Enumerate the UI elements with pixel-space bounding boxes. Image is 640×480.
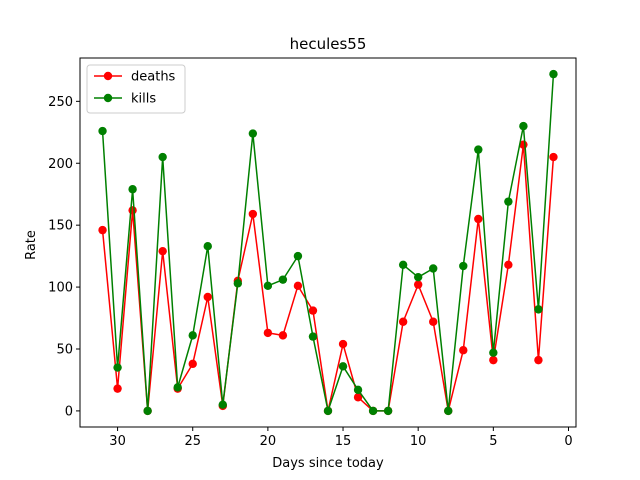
- x-tick-label: 15: [335, 434, 352, 449]
- x-axis: 30 25 20 15 10 5 0: [109, 427, 573, 449]
- data-point-kills: [459, 261, 468, 271]
- legend-label: kills: [131, 92, 156, 107]
- y-tick-label: 150: [48, 219, 73, 234]
- data-point-deaths: [338, 339, 348, 349]
- data-point-deaths: [278, 331, 288, 340]
- series-line-kills: [101, 74, 555, 412]
- data-point-deaths: [158, 246, 167, 256]
- data-point-deaths: [489, 355, 498, 365]
- data-point-kills: [113, 363, 122, 372]
- data-point-kills: [143, 406, 152, 416]
- y-tick-label: 50: [56, 342, 73, 357]
- series-layer: [98, 69, 558, 416]
- data-point-deaths: [263, 328, 273, 338]
- y-tick-label: 0: [65, 404, 73, 419]
- data-point-kills: [233, 279, 243, 288]
- data-point-kills: [98, 126, 107, 136]
- data-point-kills: [158, 152, 167, 162]
- data-point-deaths: [413, 280, 423, 289]
- data-point-kills: [413, 272, 423, 282]
- y-tick-label: 200: [48, 157, 73, 172]
- data-point-kills: [429, 264, 438, 273]
- data-point-deaths: [98, 225, 107, 235]
- data-point-deaths: [429, 317, 438, 326]
- data-point-kills: [248, 129, 258, 138]
- data-point-kills: [338, 362, 348, 371]
- data-point-kills: [519, 121, 528, 131]
- data-point-deaths: [308, 306, 318, 315]
- data-point-deaths: [504, 260, 513, 269]
- data-point-kills: [323, 406, 333, 416]
- x-tick-label: 20: [260, 434, 277, 449]
- x-tick-label: 5: [489, 434, 497, 449]
- legend-label: deaths: [131, 70, 176, 85]
- x-axis-label: Days since today: [272, 456, 384, 471]
- legend-marker: [103, 71, 113, 81]
- data-point-deaths: [248, 209, 258, 219]
- data-point-kills: [534, 305, 543, 314]
- data-point-kills: [353, 385, 363, 395]
- data-point-kills: [188, 331, 197, 340]
- data-point-kills: [549, 69, 558, 79]
- data-point-deaths: [293, 281, 303, 291]
- data-point-deaths: [459, 346, 468, 355]
- series-kills: [98, 69, 558, 416]
- data-point-kills: [504, 197, 513, 206]
- data-point-kills: [489, 348, 498, 357]
- data-point-deaths: [398, 317, 408, 326]
- data-point-kills: [398, 260, 408, 269]
- data-point-kills: [474, 145, 483, 154]
- data-point-kills: [263, 281, 273, 291]
- x-tick-label: 25: [184, 434, 201, 449]
- plot-area: [79, 57, 577, 428]
- y-tick-label: 100: [48, 281, 73, 296]
- data-point-kills: [173, 383, 182, 392]
- y-axis: 0 50 100 150 200 250: [48, 95, 80, 419]
- data-point-kills: [444, 406, 453, 416]
- data-point-kills: [218, 400, 227, 409]
- y-tick-label: 250: [48, 95, 73, 110]
- data-point-deaths: [534, 355, 543, 365]
- y-axis-label: Rate: [24, 230, 39, 260]
- legend: deaths kills: [86, 64, 186, 114]
- data-point-deaths: [113, 384, 122, 393]
- data-point-kills: [203, 242, 212, 251]
- chart-title: hecules55: [290, 35, 367, 53]
- data-point-deaths: [128, 206, 137, 215]
- x-tick-label: 30: [109, 434, 126, 449]
- data-point-kills: [383, 406, 393, 416]
- data-point-kills: [128, 185, 137, 194]
- data-point-deaths: [203, 292, 212, 302]
- data-point-deaths: [474, 214, 483, 224]
- plot-frame: [79, 57, 577, 428]
- legend-marker: [103, 93, 113, 103]
- x-tick-label: 10: [410, 434, 427, 449]
- data-point-deaths: [353, 393, 363, 402]
- data-point-kills: [308, 332, 318, 341]
- data-point-kills: [278, 275, 288, 284]
- x-tick-label: 0: [564, 434, 572, 449]
- series-deaths: [98, 140, 558, 416]
- data-point-deaths: [549, 152, 558, 162]
- data-point-deaths: [188, 359, 197, 369]
- data-point-kills: [293, 251, 303, 261]
- data-point-kills: [368, 406, 378, 416]
